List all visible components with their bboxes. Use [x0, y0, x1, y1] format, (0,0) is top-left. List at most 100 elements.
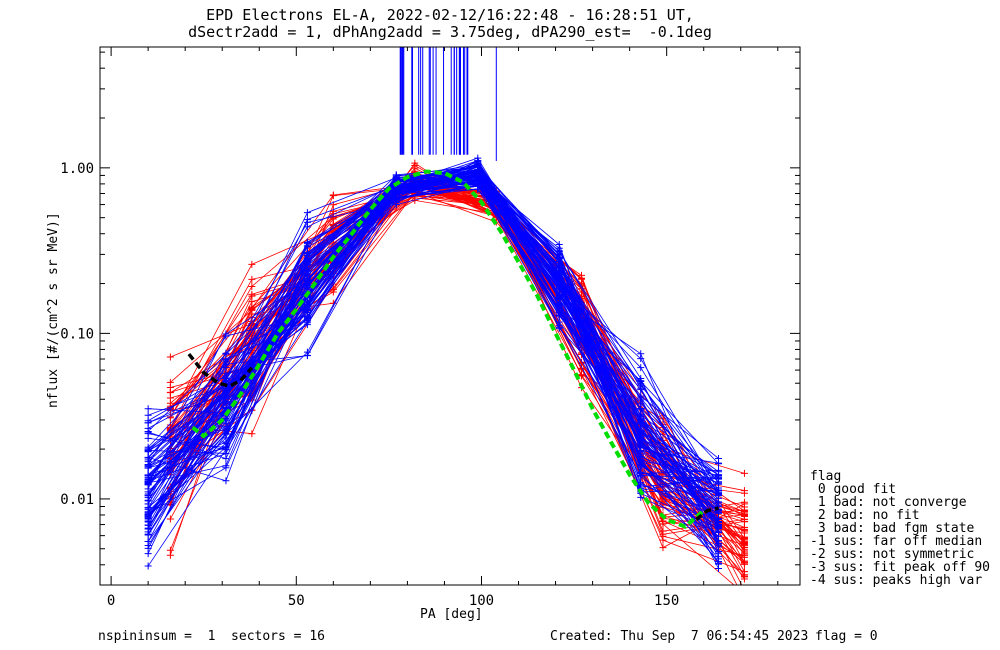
red-point-marker: [411, 161, 419, 169]
blue-point-marker: [715, 454, 723, 462]
blue-point-marker: [715, 518, 723, 526]
blue-point-marker: [303, 258, 311, 266]
red-point-marker: [166, 546, 174, 554]
blue-point-marker: [555, 263, 563, 271]
blue-point-marker: [555, 282, 563, 290]
blue-point-marker: [222, 455, 230, 463]
blue-point-marker: [144, 405, 152, 413]
blue-point-marker: [144, 562, 152, 570]
x-tick-label: 100: [469, 593, 494, 609]
blue-point-marker: [144, 511, 152, 519]
legend-item: 2 bad: no fit: [810, 508, 920, 523]
blue-point-marker: [144, 550, 152, 558]
red-point-marker: [166, 515, 174, 523]
blue-point-marker: [637, 350, 645, 358]
red-point-marker: [740, 489, 748, 497]
legend-title: flag: [810, 469, 842, 484]
blue-point-marker: [637, 439, 645, 447]
y-tick-label: 0.01: [60, 492, 94, 508]
blue-point-marker: [392, 187, 400, 195]
y-axis-label: nflux [#/(cm^2 s sr MeV)]: [46, 212, 61, 408]
blue-sweep-line: [148, 180, 719, 565]
blue-point-marker: [144, 521, 152, 529]
blue-point-marker: [144, 464, 152, 472]
blue-point-marker: [303, 352, 311, 360]
blue-point-marker: [222, 405, 230, 413]
blue-point-marker: [303, 238, 311, 246]
blue-point-marker: [715, 471, 723, 479]
blue-point-marker: [555, 300, 563, 307]
blue-point-marker: [144, 541, 152, 549]
blue-point-marker: [303, 317, 311, 325]
blue-point-marker: [637, 415, 645, 423]
blue-sweep-line: [147, 160, 719, 522]
blue-point-marker: [715, 480, 723, 488]
red-point-marker: [659, 530, 667, 538]
x-tick-label: 150: [654, 593, 679, 609]
blue-point-marker: [144, 503, 152, 511]
blue-sweep-line: [147, 174, 719, 508]
plot-frame: [99, 46, 801, 586]
blue-point-marker: [637, 375, 645, 383]
blue-point-marker: [555, 275, 563, 283]
blue-point-marker: [222, 444, 230, 452]
blue-sweep-line: [147, 179, 719, 522]
blue-point-marker: [303, 281, 311, 289]
red-point-marker: [659, 536, 667, 544]
blue-point-marker: [474, 161, 482, 169]
blue-point-marker: [555, 318, 563, 326]
red-point-marker: [741, 596, 748, 603]
red-point-marker: [329, 191, 337, 199]
blue-point-marker: [144, 477, 152, 485]
red-point-marker: [248, 260, 256, 268]
blue-sweep-line: [147, 171, 719, 533]
blue-point-marker: [222, 358, 230, 366]
blue-point-marker: [222, 369, 230, 377]
legend-item: 3 bad: bad fgm state: [810, 521, 975, 536]
y-tick-label: 1.00: [60, 161, 94, 177]
legend-item: -3 sus: fit peak off 90: [810, 560, 991, 575]
blue-point-marker: [555, 306, 563, 314]
legend-item: -1 sus: far off median: [810, 534, 983, 549]
median-curve-line: [187, 352, 254, 389]
red-point-marker: [740, 513, 748, 521]
blue-point-marker: [144, 528, 152, 536]
red-point-marker: [740, 527, 748, 535]
blue-sweep-line: [147, 170, 719, 492]
fit-curve-line: [191, 169, 706, 529]
chart-title-line1: EPD Electrons EL-A, 2022-02-12/16:22:48 …: [206, 6, 694, 24]
blue-point-marker: [144, 443, 152, 451]
blue-point-marker: [715, 529, 723, 537]
axis-layer: 0 50 100 150 0.01 0.10 1.00: [60, 47, 800, 609]
blue-sweep-line: [147, 183, 719, 554]
red-point-marker: [248, 430, 256, 438]
blue-point-marker: [222, 387, 230, 395]
blue-point-marker: [637, 406, 645, 414]
blue-point-marker: [715, 565, 723, 573]
chart-title-line2: dSectr2add = 1, dPhAng2add = 3.75deg, dP…: [188, 23, 712, 41]
blue-sweep-line: [147, 164, 719, 515]
red-point-marker: [248, 275, 256, 283]
red-point-marker: [740, 500, 748, 508]
blue-sweep-line: [147, 185, 719, 528]
red-point-marker: [659, 430, 667, 438]
blue-point-marker: [303, 209, 311, 217]
red-point-marker: [329, 285, 337, 293]
blue-point-marker: [474, 171, 482, 179]
red-point-marker: [329, 221, 337, 229]
blue-point-marker: [637, 461, 645, 469]
red-point-marker: [248, 298, 256, 306]
red-point-marker: [248, 282, 256, 290]
blue-point-marker: [303, 269, 311, 277]
blue-point-marker: [144, 430, 152, 438]
blue-point-marker: [144, 411, 152, 419]
y-tick-label: 0.10: [60, 326, 94, 342]
blue-point-marker: [144, 496, 152, 504]
red-point-marker: [740, 469, 748, 477]
blue-point-marker: [637, 386, 645, 394]
blue-point-marker: [144, 488, 152, 496]
red-point-marker: [741, 587, 748, 594]
red-point-marker: [741, 590, 748, 597]
red-point-marker: [248, 304, 256, 312]
